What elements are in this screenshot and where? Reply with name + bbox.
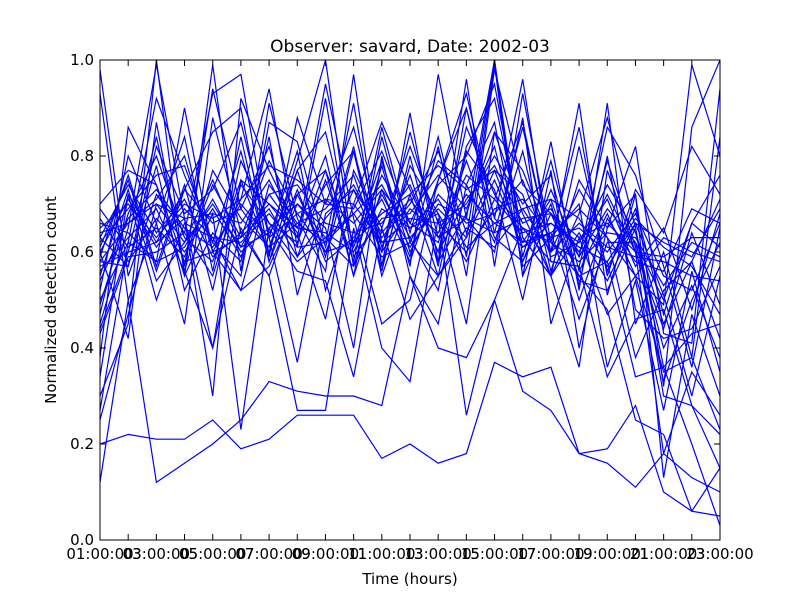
series-line-27	[100, 164, 720, 302]
x-tick-label: 01:00:00	[66, 545, 133, 563]
x-tick-label: 23:00:00	[686, 545, 753, 563]
x-axis: 01:00:0003:00:0005:00:0007:00:0009:00:00…	[66, 60, 754, 563]
x-tick-label: 19:00:00	[574, 545, 641, 563]
x-tick-label: 15:00:00	[461, 545, 528, 563]
series-line-20	[100, 91, 720, 312]
series-line-8	[100, 117, 720, 430]
series-line-31	[100, 64, 720, 358]
x-tick-label: 09:00:00	[292, 545, 359, 563]
series-line-28	[100, 188, 720, 292]
x-tick-overlap-label: 07	[235, 545, 254, 563]
y-axis-label: Normalized detection count	[42, 196, 60, 404]
x-tick-label: 07:00:00	[235, 545, 302, 563]
series-line-29	[100, 183, 720, 258]
x-tick-overlap-label: 23	[686, 545, 705, 563]
series-line-30	[100, 178, 720, 268]
series-line-34	[100, 60, 720, 411]
plot-area	[100, 60, 720, 526]
x-tick-overlap-label: 05	[179, 545, 198, 563]
x-axis-label: Time (hours)	[361, 570, 457, 588]
series-line-35	[100, 64, 720, 358]
y-tick-label: 0.4	[70, 339, 94, 357]
x-tick-label: 05:00:00	[179, 545, 246, 563]
series-line-4	[100, 60, 720, 526]
x-tick-overlap-label: 21	[630, 545, 649, 563]
x-tick-overlap-label: 15	[461, 545, 480, 563]
series-line-3	[100, 203, 720, 517]
y-axis: 0.0 0.2 0.4 0.6 0.8 1.0	[70, 51, 720, 549]
x-tick-label: 17:00:00	[517, 545, 584, 563]
x-tick-overlap-label: 17	[517, 545, 536, 563]
y-tick-label: 0.8	[70, 147, 94, 165]
series-line-33	[100, 60, 720, 387]
series-line-7	[100, 79, 720, 469]
series-line-1	[100, 361, 720, 493]
chart-title: Observer: savard, Date: 2002-03	[270, 37, 550, 57]
x-tick-overlap-label: 19	[574, 545, 593, 563]
series-line-15	[100, 69, 720, 331]
x-tick-label: 03:00:00	[123, 545, 190, 563]
y-tick-label: 0.2	[70, 435, 94, 453]
y-tick-label: 1.0	[70, 51, 94, 69]
x-tick-overlap-label: 09	[292, 545, 311, 563]
series-line-16	[100, 73, 720, 384]
x-tick-label: 11:00:00	[348, 545, 415, 563]
series-line-12	[100, 120, 720, 411]
y-tick-label: 0.0	[70, 531, 94, 549]
series-layer	[100, 60, 720, 526]
x-tick-overlap-label: 11	[348, 545, 367, 563]
series-line-17	[100, 103, 720, 360]
series-line-32	[100, 88, 720, 377]
x-tick-label: 13:00:00	[404, 545, 471, 563]
x-tick-overlap-label: 13	[404, 545, 423, 563]
y-tick-label: 0.6	[70, 243, 94, 261]
x-tick-label: 21:00:00	[630, 545, 697, 563]
x-tick-overlap-label: 03	[123, 545, 142, 563]
